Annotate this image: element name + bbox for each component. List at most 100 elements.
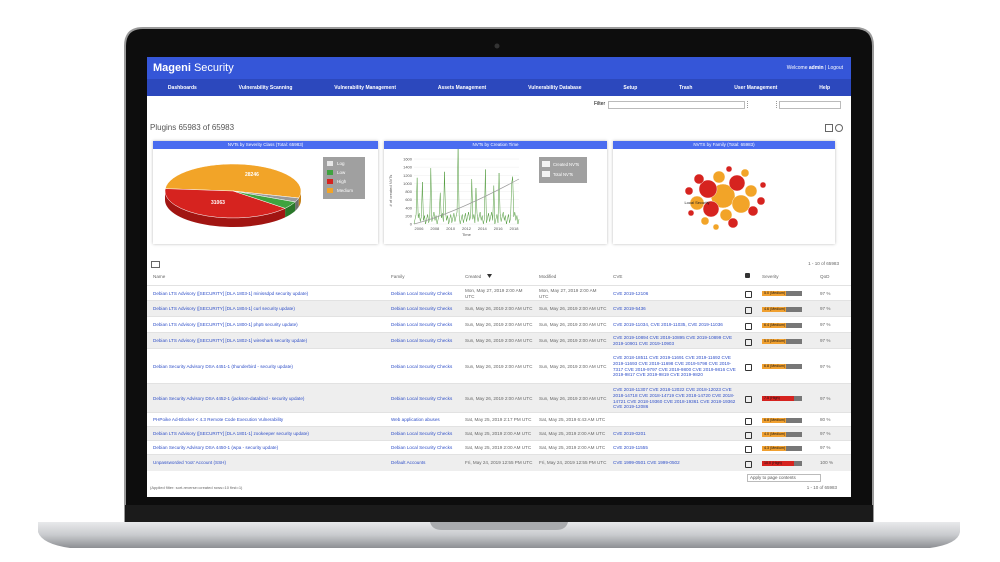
column-header[interactable]: CVE [613, 273, 623, 279]
name-cell[interactable]: Debian Security Advisory DSA 4451-1 (thu… [153, 363, 293, 369]
family-cell[interactable]: Web application abuses [391, 417, 440, 423]
family-cell[interactable]: Debian Local Security Checks [391, 445, 453, 451]
severity-fill: 10.0 (High) [762, 460, 794, 466]
line-chart: 0 200 400 600 800 1000 1200 1400 1600 2006 2008 201… [388, 149, 587, 237]
name-cell[interactable]: Debian LTS Advisory ([SECURITY] [DLA 180… [153, 322, 298, 328]
cve-cell[interactable]: CVE 2019-12106 [613, 290, 649, 296]
filter-select[interactable] [779, 101, 841, 109]
column-header[interactable]: Name [153, 273, 166, 279]
panel-title: NVTs by Severity Class (Total: 65983) [153, 141, 378, 149]
family-cell[interactable]: Debian Local Security Checks [391, 431, 453, 437]
bubble [712, 223, 720, 231]
legend-box [539, 157, 587, 183]
refresh-icon[interactable] [835, 124, 843, 132]
legend-label: Medium [337, 188, 353, 193]
action-icon[interactable] [745, 338, 752, 346]
nav-item[interactable]: User Management [734, 84, 778, 91]
folder-icon[interactable] [151, 261, 160, 268]
name-cell[interactable]: Debian LTS Advisory ([SECURITY] [DLA 180… [153, 431, 309, 437]
panel-title: NVTs by Creation Time [384, 141, 607, 149]
qod-cell: 97 % [820, 322, 831, 328]
family-cell[interactable]: Debian Local Security Checks [391, 363, 453, 369]
table-row: Debian LTS Advisory ([SECURITY] [DLA 180… [147, 332, 851, 349]
family-cell[interactable]: Debian Local Security Checks [391, 322, 453, 328]
action-icon[interactable] [745, 322, 752, 330]
filter-input[interactable] [608, 101, 745, 109]
table-row: PHPoike Ad-Blocker < 4.3 Remote Code Exe… [147, 412, 851, 427]
filter-icons[interactable] [747, 101, 777, 108]
nav-item[interactable]: Vulnerability Management [334, 84, 397, 91]
name-cell[interactable]: PHPoike Ad-Blocker < 4.3 Remote Code Exe… [153, 417, 284, 423]
bulk-action-select[interactable]: Apply to page contents [747, 474, 821, 482]
legend-label: Total NVTs [553, 172, 573, 177]
x-tick-label: 2018 [510, 226, 520, 231]
modified-cell: Sun, May 26, 2019 2:00 AM UTC [539, 395, 607, 401]
created-line [413, 149, 520, 225]
table-row: Debian LTS Advisory ([SECURITY] [DLA 180… [147, 285, 851, 301]
name-cell[interactable]: Debian LTS Advisory ([SECURITY] [DLA 180… [153, 306, 295, 312]
modified-cell: Sat, May 25, 2019 2:00 AM UTC [539, 431, 606, 437]
nav-item[interactable]: Vulnerability Database [528, 84, 582, 91]
modified-cell: Sun, May 26, 2019 2:00 AM UTC [539, 338, 607, 344]
creation-panel: NVTs by Creation Time 0 200 400 600 800 1000 1… [384, 141, 607, 244]
table-row: Debian Security Advisory DSA 4451-1 (thu… [147, 348, 851, 384]
cve-cell[interactable]: CVE 2019-10894 CVE 2019-10895 CVE 2019-1… [613, 335, 733, 346]
column-header[interactable]: Family [391, 273, 405, 279]
family-cell[interactable]: Debian Local Security Checks [391, 338, 453, 344]
nav-item[interactable]: Setup [623, 84, 638, 91]
cve-cell[interactable]: CVE 1999-0501 CVE 1999-0502 [613, 460, 680, 466]
cve-cell[interactable]: CVE 2018-18511 CVE 2019-11691 CVE 2019-1… [613, 355, 736, 378]
cve-cell[interactable]: CVE 2019-11034, CVE 2019-11035, CVE 2019… [613, 322, 723, 328]
y-tick-label: 1600 [403, 157, 413, 162]
family-cell[interactable]: Debian Local Security Checks [391, 395, 453, 401]
name-cell[interactable]: Debian Security Advisory DSA 4452-1 (jac… [153, 395, 305, 401]
nav-item[interactable]: Vulnerability Scanning [238, 84, 293, 91]
name-cell[interactable]: Debian Security Advisory DSA 4450-1 (wpa… [153, 445, 279, 451]
action-icon[interactable] [745, 417, 752, 425]
name-cell[interactable]: Debian LTS Advisory ([SECURITY] [DLA 180… [153, 338, 308, 344]
legend-swatch [542, 171, 550, 177]
action-icon[interactable] [745, 291, 752, 298]
created-cell: Mon, May 27, 2019 2:00 AM UTC [465, 287, 523, 299]
nav-item[interactable]: Trash [679, 84, 693, 91]
family-cell[interactable]: Default Accounts [391, 460, 426, 466]
table-row: Unpassworded 'root' Account (SSH) Default… [147, 454, 851, 471]
name-cell[interactable]: Unpassworded 'root' Account (SSH) [153, 460, 226, 466]
action-icon[interactable] [745, 364, 752, 371]
nav-item[interactable]: Assets Management [437, 84, 487, 91]
action-icon[interactable] [745, 396, 752, 403]
logout[interactable]: Logout [827, 65, 843, 71]
sort-arrow [487, 274, 492, 278]
modified-cell: Mon, May 27, 2019 2:00 AM UTC [539, 287, 597, 299]
family-cell[interactable]: Debian Local Security Checks [391, 290, 453, 296]
modified-cell: Sun, May 26, 2019 2:00 AM UTC [539, 363, 607, 369]
action-icon[interactable] [745, 445, 752, 453]
qod-cell: 97 % [820, 363, 831, 369]
nav-item[interactable]: Dashboards [167, 84, 197, 91]
bezel-bottom [125, 505, 873, 522]
cve-cell[interactable]: CVE 2019-0201 [613, 431, 646, 437]
column-header[interactable]: Modified [539, 273, 557, 279]
action-icon[interactable] [745, 431, 752, 439]
name-cell[interactable]: Debian LTS Advisory ([SECURITY] [DLA 180… [153, 290, 309, 296]
created-cell: Sun, May 26, 2019 2:00 AM UTC [465, 395, 533, 401]
qod-cell: 97 % [820, 338, 831, 344]
qod-cell: 97 % [820, 395, 831, 401]
cve-cell[interactable]: CVE 2019-5436 [613, 306, 646, 312]
cve-cell[interactable]: CVE 2018-11307 CVE 2018-12022 CVE 2018-1… [613, 387, 736, 410]
brand-text: Security [193, 62, 234, 74]
column-header[interactable]: Created [465, 273, 482, 279]
username[interactable]: admin [808, 65, 824, 71]
nav-item[interactable]: Help [819, 84, 831, 91]
severity-fill: 5.0 (Medium) [762, 291, 786, 296]
created-cell: Sun, May 26, 2019 2:00 AM UTC [465, 306, 533, 312]
legend-swatch [327, 179, 333, 184]
new-icon[interactable] [825, 124, 833, 132]
action-icon[interactable] [745, 306, 752, 314]
plugins-count: Plugins 65983 of 65983 [150, 123, 235, 132]
welcome: Welcome [786, 65, 808, 71]
family-cell[interactable]: Debian Local Security Checks [391, 306, 453, 312]
cve-cell[interactable]: CVE 2019-11555 [613, 445, 648, 451]
severity-bar: 6.8 (Medium) [762, 417, 802, 423]
action-icon[interactable] [745, 460, 752, 468]
